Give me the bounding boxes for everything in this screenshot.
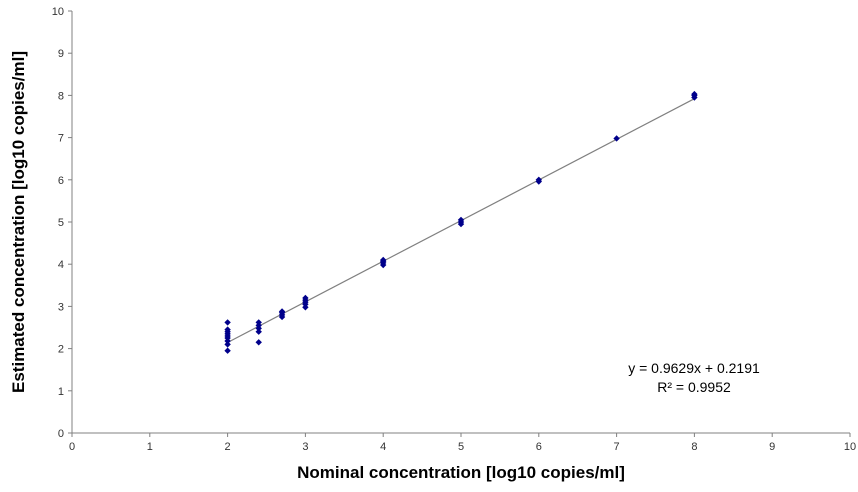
data-point xyxy=(279,308,285,314)
y-tick-label: 10 xyxy=(52,6,64,18)
x-axis-ticks: 0 1 2 3 4 5 6 7 8 9 10 xyxy=(69,433,856,453)
y-tick-label: 7 xyxy=(58,133,64,145)
x-tick-label: 6 xyxy=(536,441,542,453)
y-axis-ticks: 0 1 2 3 4 5 6 7 8 9 10 xyxy=(52,6,72,440)
data-point xyxy=(224,319,230,325)
y-tick-label: 1 xyxy=(58,386,64,398)
y-tick-label: 4 xyxy=(58,259,64,271)
data-point xyxy=(691,91,697,97)
y-tick-label: 3 xyxy=(58,301,64,313)
x-tick-label: 7 xyxy=(614,441,620,453)
x-tick-label: 2 xyxy=(225,441,231,453)
trendline-r-squared: R² = 0.9952 xyxy=(657,379,731,395)
data-point xyxy=(224,348,230,354)
y-tick-label: 6 xyxy=(58,175,64,187)
x-tick-label: 5 xyxy=(458,441,464,453)
y-axis-title: Estimated concentration [log10 copies/ml… xyxy=(9,51,28,393)
x-tick-label: 10 xyxy=(844,441,856,453)
trendline-equation: y = 0.9629x + 0.2191 xyxy=(628,360,760,376)
y-tick-label: 5 xyxy=(58,217,64,229)
data-point xyxy=(256,339,262,345)
x-axis-title: Nominal concentration [log10 copies/ml] xyxy=(297,463,625,482)
x-tick-label: 0 xyxy=(69,441,75,453)
x-tick-label: 1 xyxy=(147,441,153,453)
x-tick-label: 9 xyxy=(769,441,775,453)
y-tick-label: 2 xyxy=(58,344,64,356)
y-tick-label: 8 xyxy=(58,90,64,102)
y-tick-label: 9 xyxy=(58,48,64,60)
x-tick-label: 4 xyxy=(380,441,386,453)
x-tick-label: 8 xyxy=(691,441,697,453)
y-tick-label: 0 xyxy=(58,428,64,440)
x-tick-label: 3 xyxy=(302,441,308,453)
data-points xyxy=(224,91,697,354)
